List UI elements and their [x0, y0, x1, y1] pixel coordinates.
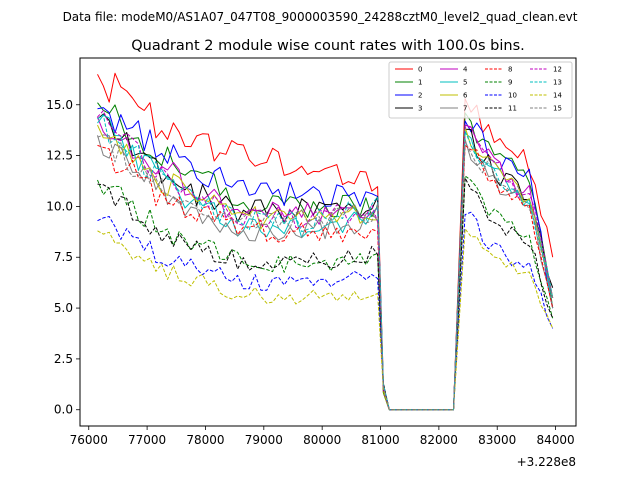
x-offset-label: +3.228e8 — [517, 455, 576, 469]
y-tick-label: 2.5 — [54, 352, 73, 366]
y-tick-label: 5.0 — [54, 301, 73, 315]
series-line-8 — [97, 144, 554, 411]
series-line-1 — [97, 102, 554, 411]
y-tick-label: 0.0 — [54, 403, 73, 417]
x-axis: 76000 77000 78000 79000 80000 81000 82000 83000… — [70, 426, 575, 447]
plot-lines — [97, 72, 554, 411]
y-axis: 0.0 2.5 5.0 7.5 10.0 12.5 15.0 — [46, 98, 80, 417]
legend-label-14: 14 — [553, 92, 562, 100]
series-line-0 — [97, 72, 554, 411]
y-tick-label: 10.0 — [46, 199, 73, 213]
legend-label-5: 5 — [463, 79, 467, 87]
series-line-9 — [97, 175, 554, 411]
series-line-11 — [97, 177, 554, 411]
legend-label-2: 2 — [418, 92, 422, 100]
series-line-14 — [97, 228, 554, 411]
chart-title: Quadrant 2 module wise count rates with … — [131, 38, 525, 54]
legend-label-4: 4 — [463, 66, 468, 74]
legend-label-8: 8 — [508, 66, 512, 74]
x-tick-label: 76000 — [70, 433, 108, 447]
x-tick-label: 79000 — [245, 433, 283, 447]
legend-label-12: 12 — [553, 66, 562, 74]
x-tick-label: 84000 — [536, 433, 574, 447]
series-line-4 — [97, 116, 554, 411]
x-tick-label: 80000 — [303, 433, 341, 447]
series-line-15 — [97, 134, 554, 411]
legend-label-1: 1 — [418, 79, 422, 87]
legend-label-7: 7 — [463, 105, 467, 113]
axes-frame — [79, 57, 577, 427]
y-tick-label: 12.5 — [46, 149, 73, 163]
x-tick-label: 82000 — [420, 433, 458, 447]
legend-label-10: 10 — [508, 92, 517, 100]
legend-label-11: 11 — [508, 105, 517, 113]
x-tick-label: 83000 — [478, 433, 516, 447]
chart-suptitle: Data file: modeM0/AS1A07_047T08_90000035… — [63, 10, 578, 24]
series-line-12 — [97, 110, 554, 411]
legend-label-6: 6 — [463, 92, 468, 100]
series-line-13 — [97, 114, 554, 411]
series-line-10 — [97, 211, 554, 411]
legend-label-3: 3 — [418, 105, 422, 113]
x-tick-label: 77000 — [128, 433, 166, 447]
legend-frame — [388, 61, 573, 119]
x-tick-label: 81000 — [361, 433, 399, 447]
legend-label-0: 0 — [418, 66, 422, 74]
y-tick-label: 15.0 — [46, 98, 73, 112]
y-tick-label: 7.5 — [54, 250, 73, 264]
legend-label-15: 15 — [553, 105, 562, 113]
legend-label-9: 9 — [508, 79, 512, 87]
legend-label-13: 13 — [553, 79, 562, 87]
x-tick-label: 78000 — [186, 433, 224, 447]
